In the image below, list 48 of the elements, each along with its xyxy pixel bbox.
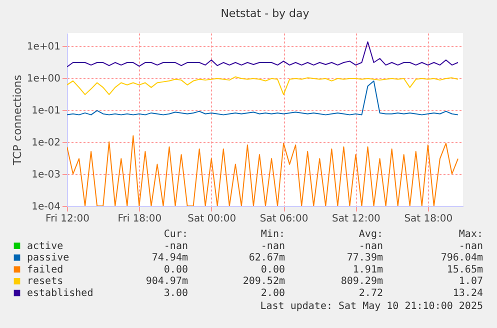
text: 796.04m: [440, 252, 483, 264]
y-tick-label: 1e-02: [32, 137, 60, 148]
text: Min:: [260, 229, 285, 240]
text: 15.65m: [446, 264, 483, 276]
x-tick-label: Fri 12:00: [46, 214, 90, 224]
text: -nan: [164, 240, 188, 252]
legend-label: active: [27, 240, 64, 252]
text: Cur:: [164, 229, 188, 240]
y-tick-label: 1e-03: [32, 169, 60, 180]
line-series: [67, 135, 458, 206]
x-tick-label: Sat 18:00: [404, 214, 453, 224]
text: 809.29m: [340, 276, 383, 288]
line-series: [67, 76, 458, 96]
legend-label: passive: [27, 252, 70, 264]
x-tick-label: Sat 06:00: [260, 214, 308, 224]
x-tick-label: Fri 18:00: [118, 214, 162, 224]
text: Avg:: [358, 229, 383, 240]
line-series: [67, 41, 458, 68]
text: Last update: Sat May 10 21:10:00 2025: [260, 300, 483, 312]
text: Max:: [458, 229, 483, 240]
y-tick-label: 1e+00: [26, 73, 60, 84]
text: 0.00: [164, 264, 188, 276]
text: 2.00: [260, 288, 285, 299]
text: 3.00: [164, 288, 188, 299]
legend-label: resets: [27, 276, 64, 288]
text: 0.00: [260, 264, 285, 276]
y-tick-label: 1e-01: [32, 105, 60, 116]
legend-label: failed: [27, 264, 64, 276]
text: -nan: [260, 240, 285, 252]
text: -nan: [458, 240, 483, 252]
y-tick-label: 1e-04: [32, 202, 60, 212]
text: 1.91m: [352, 264, 383, 276]
chart-title: Netstat - by day: [220, 7, 310, 20]
text: 2.72: [358, 288, 383, 299]
text: 209.52m: [242, 276, 285, 288]
text: 13.24: [452, 288, 483, 299]
text: -nan: [358, 240, 383, 252]
x-tick-label: Sat 00:00: [188, 214, 236, 224]
text: 1.07: [458, 276, 483, 288]
line-series: [67, 80, 458, 116]
text: 62.67m: [248, 252, 285, 264]
text: 74.94m: [152, 252, 188, 264]
x-tick-label: Sat 12:00: [332, 214, 380, 224]
text: 77.39m: [346, 252, 383, 264]
text: 904.97m: [146, 276, 188, 288]
y-tick-label: 1e+01: [26, 41, 60, 52]
legend-label: established: [27, 288, 94, 299]
y-axis-title: TCP connections: [10, 74, 24, 166]
